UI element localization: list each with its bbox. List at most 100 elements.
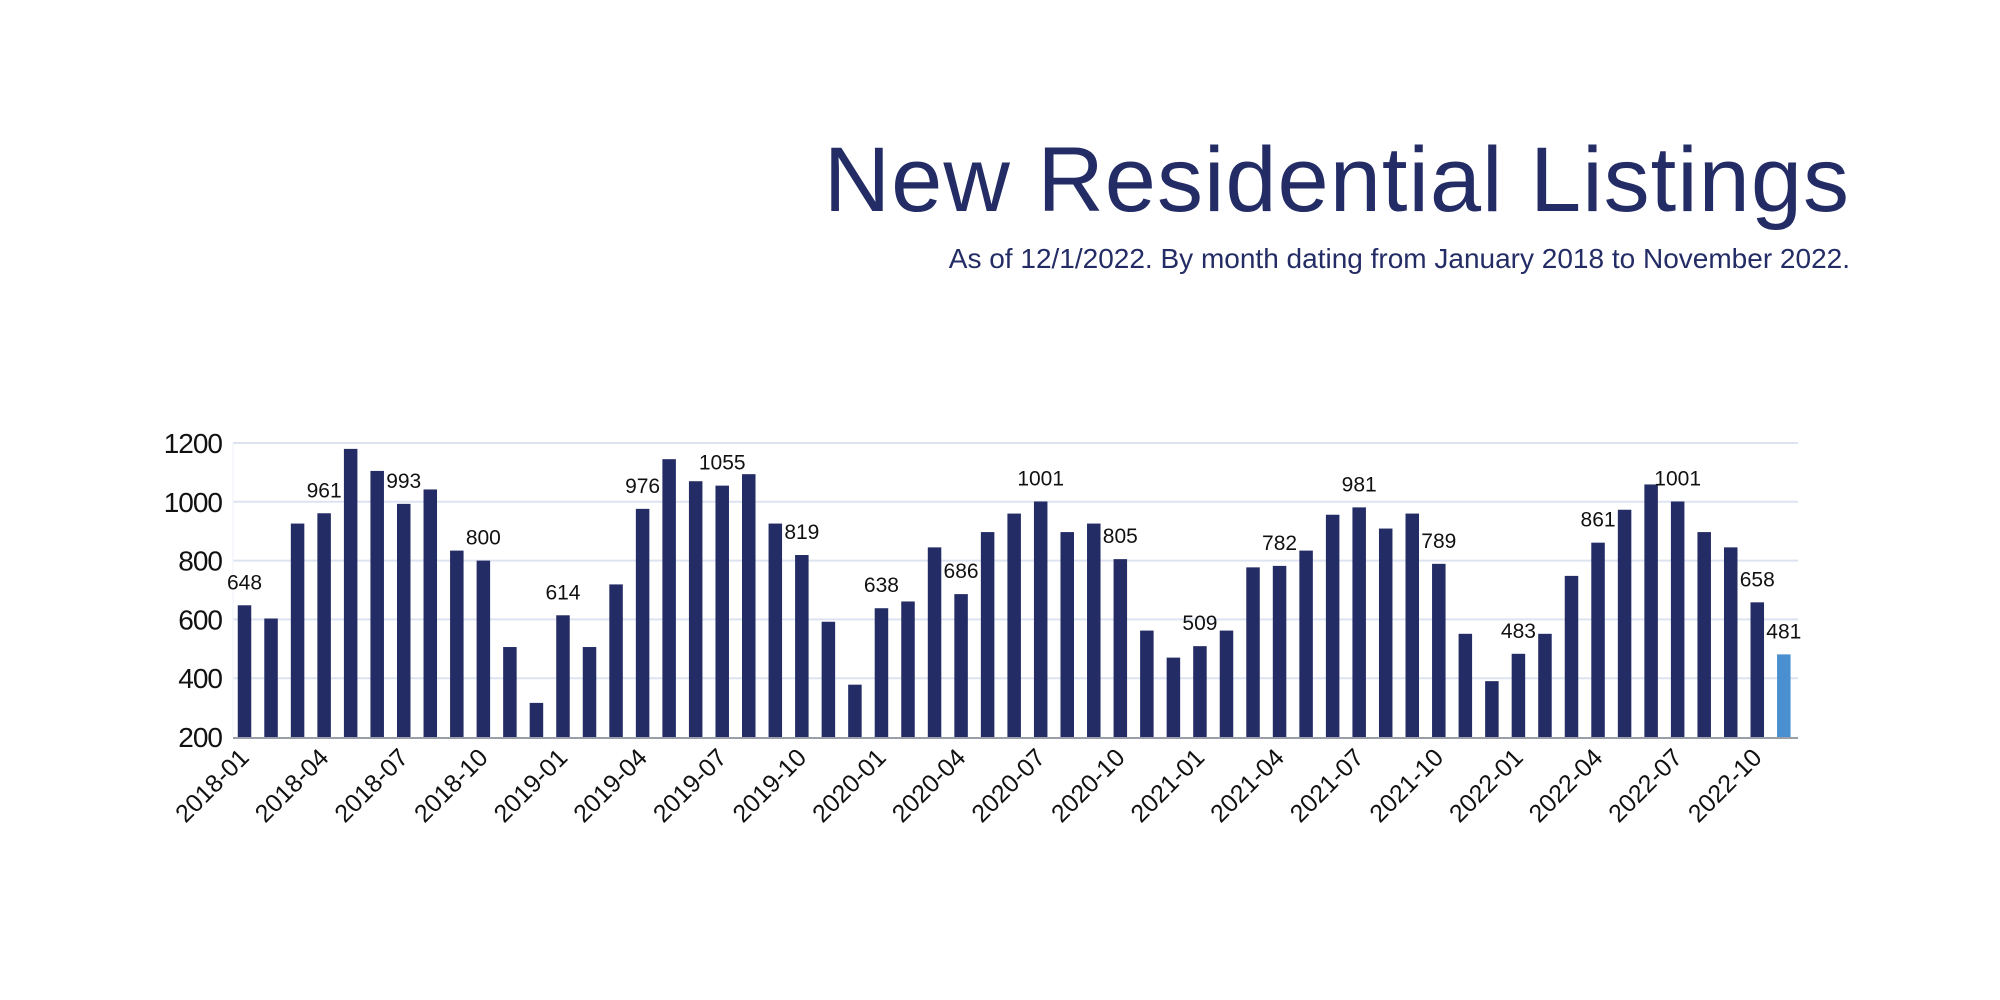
data-label: 481 bbox=[1766, 620, 1801, 643]
bar-2021-04 bbox=[1272, 565, 1287, 737]
bar-2021-10 bbox=[1432, 563, 1446, 737]
bar-2021-11 bbox=[1458, 633, 1473, 737]
chart-subtitle: As of 12/1/2022. By month dating from Ja… bbox=[948, 243, 1850, 274]
bar-2020-02 bbox=[901, 601, 915, 737]
bar-2019-08 bbox=[742, 474, 756, 737]
bar-2018-02 bbox=[264, 618, 278, 737]
x-tick-label: 2020-04 bbox=[887, 743, 972, 828]
bar-2018-10 bbox=[476, 560, 491, 737]
data-label: 638 bbox=[864, 574, 899, 597]
data-label: 1001 bbox=[1654, 468, 1701, 491]
bar-2018-08 bbox=[423, 489, 438, 737]
x-tick-label: 2022-01 bbox=[1444, 743, 1529, 828]
x-tick-label: 2021-07 bbox=[1285, 743, 1370, 828]
data-labels: 648 961 993 800 614 976 1055 819 638 686 1001 805 50… bbox=[227, 452, 1801, 644]
bar-2021-08 bbox=[1378, 528, 1393, 737]
data-label: 993 bbox=[386, 470, 421, 493]
bar-2020-10 bbox=[1113, 559, 1128, 737]
x-tick-label: 2021-10 bbox=[1364, 743, 1449, 828]
data-label: 976 bbox=[625, 475, 660, 498]
x-tick-label: 2022-07 bbox=[1603, 743, 1688, 828]
data-label: 483 bbox=[1501, 620, 1536, 643]
x-tick-label: 2018-04 bbox=[250, 743, 335, 828]
y-tick-label: 200 bbox=[178, 722, 222, 753]
bar-2022-06 bbox=[1644, 484, 1658, 737]
bar-2022-02 bbox=[1538, 633, 1552, 737]
bar-2020-01 bbox=[874, 608, 889, 737]
bar-2018-07 bbox=[396, 503, 411, 737]
x-tick-label: 2018-07 bbox=[329, 743, 414, 828]
bar-2021-12 bbox=[1485, 681, 1499, 737]
y-tick-label: 1000 bbox=[164, 487, 223, 518]
bar-2018-01 bbox=[237, 605, 252, 737]
data-label: 658 bbox=[1740, 568, 1775, 591]
y-axis: 200 400 600 800 1000 1200 bbox=[164, 428, 224, 753]
bar-2020-08 bbox=[1060, 532, 1074, 737]
bar-2021-09 bbox=[1405, 513, 1420, 737]
data-label: 819 bbox=[784, 521, 819, 544]
x-tick-label: 2021-01 bbox=[1126, 743, 1211, 828]
y-tick-label: 400 bbox=[178, 663, 222, 694]
y-tick-label: 1200 bbox=[164, 428, 223, 459]
x-tick-label: 2022-10 bbox=[1683, 743, 1768, 828]
bar-2019-12 bbox=[848, 684, 862, 737]
bar-2019-04 bbox=[635, 508, 650, 737]
x-tick-label: 2020-10 bbox=[1046, 743, 1131, 828]
bar-2019-02 bbox=[582, 647, 597, 737]
bar-2020-07 bbox=[1033, 501, 1048, 737]
x-tick-label: 2019-01 bbox=[489, 743, 574, 828]
bar-2018-11 bbox=[503, 647, 517, 737]
x-tick-label: 2019-07 bbox=[648, 743, 733, 828]
bars bbox=[233, 448, 1798, 739]
x-axis: 2018-012018-042018-072018-102019-012019-… bbox=[170, 743, 1767, 828]
bar-2019-07 bbox=[715, 485, 729, 737]
data-label: 789 bbox=[1421, 530, 1456, 553]
data-label: 648 bbox=[227, 571, 262, 594]
bar-2021-02 bbox=[1219, 630, 1234, 737]
bar-2018-03 bbox=[290, 523, 305, 737]
bar-2022-03 bbox=[1564, 575, 1579, 737]
bar-2019-03 bbox=[609, 584, 623, 737]
bar-2021-03 bbox=[1246, 567, 1260, 737]
data-label: 961 bbox=[307, 479, 342, 502]
bar-2020-11 bbox=[1140, 630, 1154, 737]
data-label: 782 bbox=[1262, 532, 1297, 555]
data-label: 981 bbox=[1342, 473, 1377, 496]
bar-2018-06 bbox=[370, 470, 384, 737]
bar-2020-03 bbox=[927, 547, 942, 737]
bar-2019-10 bbox=[795, 555, 809, 737]
data-label: 805 bbox=[1103, 525, 1138, 548]
chart-title: New Residential Listings bbox=[823, 129, 1850, 231]
bar-2022-05 bbox=[1617, 509, 1632, 737]
bar-2018-05 bbox=[343, 448, 358, 737]
bar-2019-05 bbox=[662, 459, 676, 737]
x-tick-label: 2019-04 bbox=[568, 743, 653, 828]
bar-2018-09 bbox=[450, 550, 464, 737]
bar-2022-10 bbox=[1750, 602, 1765, 737]
bar-2020-09 bbox=[1087, 523, 1101, 737]
data-label: 686 bbox=[944, 560, 979, 583]
bar-2021-07 bbox=[1352, 507, 1366, 737]
bar-2022-08 bbox=[1697, 532, 1711, 737]
x-tick-label: 2020-01 bbox=[807, 743, 892, 828]
bar-2022-11 bbox=[1777, 654, 1791, 737]
data-label: 509 bbox=[1182, 612, 1217, 635]
data-label: 800 bbox=[466, 527, 501, 550]
bar-2020-04 bbox=[954, 594, 968, 737]
bar-2020-05 bbox=[980, 532, 995, 737]
bar-2019-11 bbox=[821, 621, 836, 737]
x-tick-label: 2021-04 bbox=[1205, 743, 1290, 828]
bar-2018-04 bbox=[317, 513, 331, 737]
bar-2019-06 bbox=[688, 481, 703, 737]
x-tick-label: 2018-01 bbox=[170, 743, 255, 828]
bar-2022-09 bbox=[1723, 547, 1738, 737]
bar-2019-01 bbox=[556, 615, 570, 737]
x-tick-label: 2019-10 bbox=[727, 743, 812, 828]
bar-2021-06 bbox=[1325, 514, 1340, 737]
data-label: 1001 bbox=[1017, 468, 1064, 491]
bar-2022-04 bbox=[1591, 542, 1605, 737]
bar-2020-06 bbox=[1007, 513, 1021, 737]
data-label: 861 bbox=[1581, 509, 1616, 532]
bar-2021-01 bbox=[1193, 646, 1207, 737]
